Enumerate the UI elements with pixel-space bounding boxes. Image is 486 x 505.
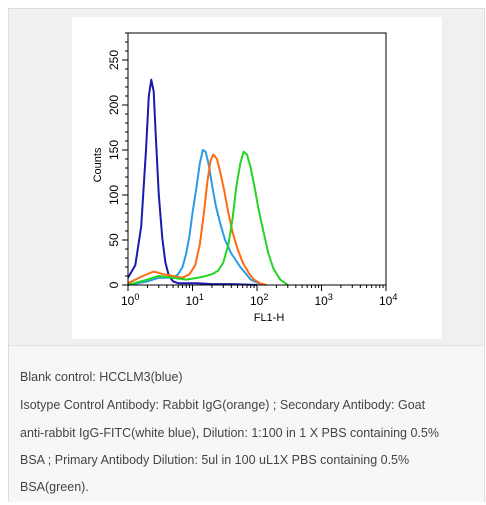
series-line-1 bbox=[127, 78, 258, 286]
y-axis-title: Counts bbox=[92, 147, 104, 182]
series-line-4 bbox=[127, 150, 289, 286]
flow-cytometry-histogram: 100 101 102 103 104 0 50 100 150 200 250 FL1-H Count… bbox=[92, 32, 397, 324]
x-tick-label-0: 100 bbox=[121, 292, 139, 308]
caption-line-5: BSA(green). bbox=[20, 480, 89, 494]
y-tick-label-5: 250 bbox=[107, 50, 121, 70]
plot-frame bbox=[127, 32, 387, 286]
series-line-3 bbox=[127, 153, 267, 286]
x-tick-label-4: 104 bbox=[379, 292, 397, 308]
caption-line-1: Blank control: HCCLM3(blue) bbox=[20, 370, 183, 384]
caption-line-3: anti-rabbit IgG-FITC(white blue), Diluti… bbox=[20, 426, 439, 440]
y-tick-label-1: 50 bbox=[107, 233, 121, 247]
y-tick-label-0: 0 bbox=[107, 281, 121, 288]
caption: Blank control: HCCLM3(blue) Isotype Cont… bbox=[9, 345, 484, 502]
y-tick-label-2: 100 bbox=[107, 185, 121, 205]
x-tick-label-1: 101 bbox=[186, 292, 204, 308]
figure-card: 100 101 102 103 104 0 50 100 150 200 250 FL1-H Count… bbox=[8, 8, 485, 502]
caption-line-4: BSA ; Primary Antibody Dilution: 5ul in … bbox=[20, 453, 410, 467]
x-axis-title: FL1-H bbox=[254, 312, 285, 324]
x-tick-label-3: 103 bbox=[315, 292, 333, 308]
y-tick-label-3: 150 bbox=[107, 140, 121, 160]
y-tick-label-4: 200 bbox=[107, 95, 121, 115]
x-tick-label-2: 102 bbox=[250, 292, 268, 308]
figure-area: 100 101 102 103 104 0 50 100 150 200 250 FL1-H Count… bbox=[9, 9, 484, 345]
caption-line-2: Isotype Control Antibody: Rabbit IgG(ora… bbox=[20, 398, 426, 412]
